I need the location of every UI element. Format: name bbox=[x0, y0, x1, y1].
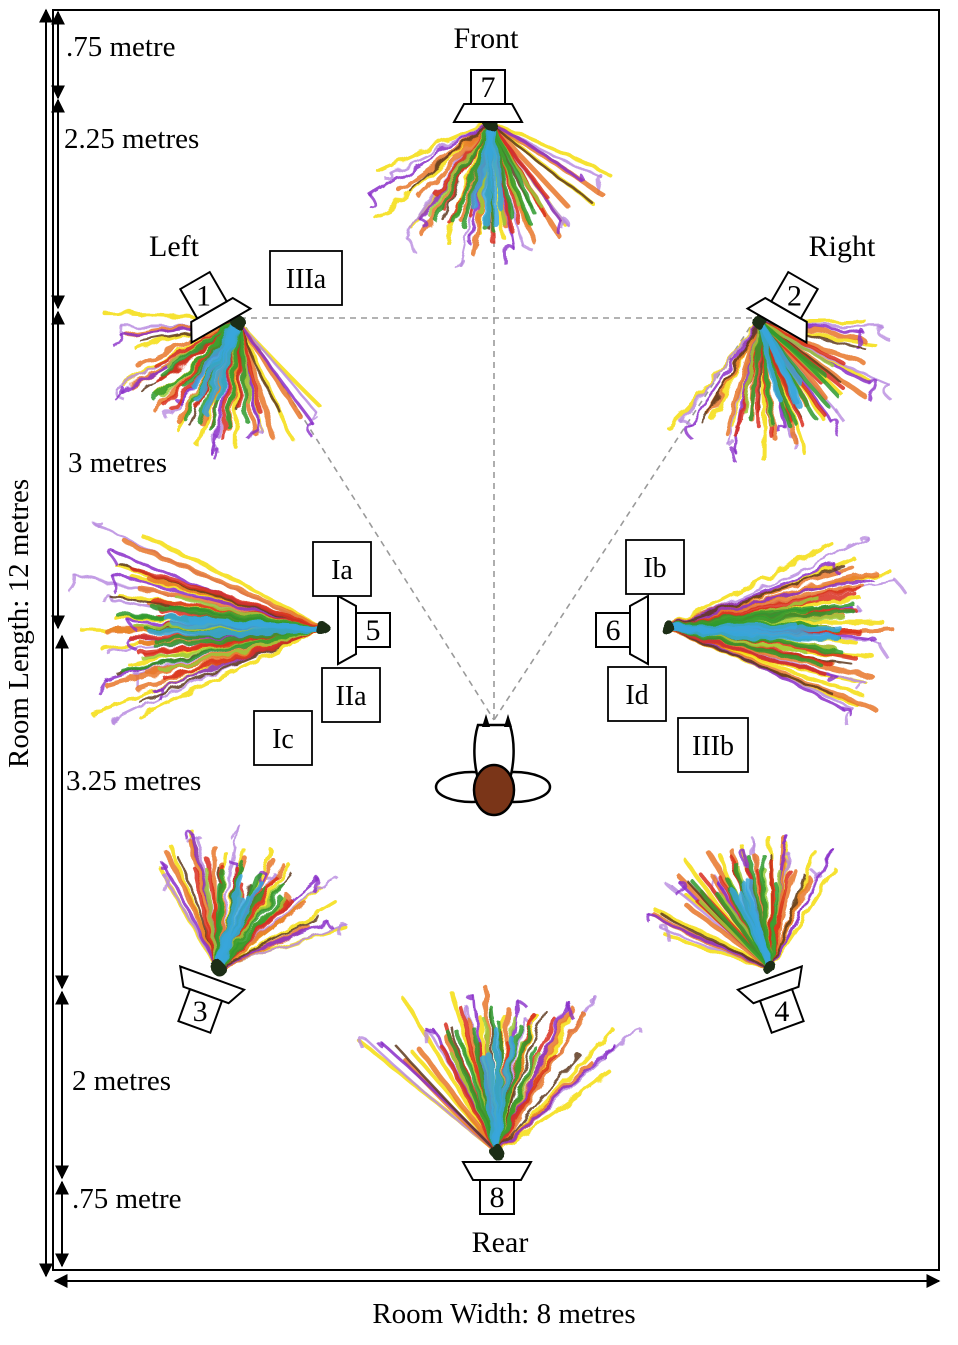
segment-arrows bbox=[51, 10, 69, 1268]
plume-speaker-1 bbox=[102, 311, 323, 460]
speaker-number-label: 1 bbox=[196, 279, 211, 312]
section-label: Ia bbox=[331, 555, 353, 586]
section-box-IIIb: IIIb bbox=[677, 717, 749, 773]
plume-speaker-5 bbox=[67, 521, 329, 724]
plume-speaker-2 bbox=[666, 315, 894, 463]
dimension-label-lr-to-side: 3 metres bbox=[68, 447, 167, 479]
section-box-IIa: IIa bbox=[321, 667, 381, 723]
speaker-1-icon: 1 bbox=[178, 270, 253, 345]
dimension-label-front-to-lr: 2.25 metres bbox=[64, 123, 199, 155]
listener-top-view-icon bbox=[434, 714, 552, 817]
section-box-Id: Id bbox=[607, 666, 667, 722]
speaker-number-label: 6 bbox=[606, 614, 621, 647]
section-label: Ib bbox=[643, 553, 666, 584]
section-box-Ib: Ib bbox=[625, 539, 685, 595]
room-outline bbox=[52, 9, 940, 1271]
section-box-Ia: Ia bbox=[312, 541, 372, 597]
section-label: IIa bbox=[335, 681, 367, 712]
plume-speaker-6 bbox=[661, 535, 906, 725]
section-label: Id bbox=[625, 680, 648, 711]
speaker-3-icon: 3 bbox=[177, 964, 247, 1035]
speaker-number-label: 4 bbox=[774, 995, 789, 1028]
room-length-label: Room Length: 12 metres bbox=[3, 479, 35, 768]
speakers: 7 1 2 5 6 3 4 8 bbox=[177, 69, 820, 1215]
speaker-4-icon: 4 bbox=[735, 964, 805, 1035]
speaker-number-label: 3 bbox=[193, 995, 208, 1028]
room-width-label: Room Width: 8 metres bbox=[372, 1298, 635, 1330]
section-box-Ic: Ic bbox=[253, 710, 313, 766]
section-label: IIIb bbox=[692, 731, 734, 762]
dimension-label-back-gap: .75 metre bbox=[72, 1183, 182, 1215]
speaker-number-label: 2 bbox=[787, 279, 802, 312]
plume-speaker-7 bbox=[368, 116, 612, 269]
speaker-6-icon: 6 bbox=[595, 594, 649, 666]
speaker-7-icon: 7 bbox=[452, 69, 524, 123]
position-label-front: Front bbox=[453, 22, 519, 55]
section-label: IIIa bbox=[286, 264, 327, 295]
plume-speaker-3 bbox=[158, 824, 348, 975]
dimension-label-rear-gap: 2 metres bbox=[72, 1065, 171, 1097]
section-box-IIIa: IIIa bbox=[269, 250, 343, 306]
plume-speaker-4 bbox=[645, 835, 837, 975]
speaker-5-icon: 5 bbox=[337, 594, 391, 666]
position-label-rear: Rear bbox=[472, 1226, 529, 1259]
speaker-number-label: 7 bbox=[481, 71, 496, 104]
position-label-right: Right bbox=[809, 230, 876, 263]
position-label-left: Left bbox=[149, 230, 200, 263]
dimension-label-front-gap: .75 metre bbox=[66, 31, 176, 63]
speaker-8-icon: 8 bbox=[461, 1161, 533, 1215]
speaker-2-icon: 2 bbox=[745, 270, 820, 345]
plume-speaker-8 bbox=[355, 985, 644, 1159]
speaker-number-label: 8 bbox=[490, 1181, 505, 1214]
speaker-number-label: 5 bbox=[366, 614, 381, 647]
dimension-label-side-to-rear: 3.25 metres bbox=[66, 765, 201, 797]
section-label: Ic bbox=[272, 724, 294, 755]
